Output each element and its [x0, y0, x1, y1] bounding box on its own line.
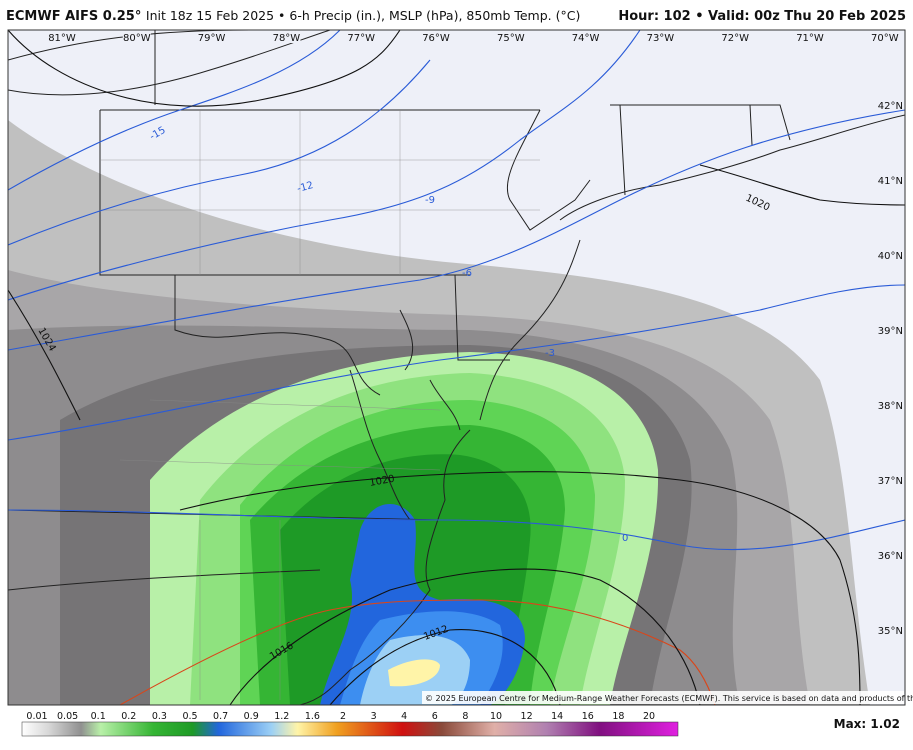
latitude-label: 41°N	[878, 176, 903, 187]
colorbar-label: 16	[582, 711, 594, 722]
latitude-label: 36°N	[878, 551, 903, 562]
colorbar-label: 20	[643, 711, 655, 722]
max-value: Max: 1.02	[834, 717, 900, 731]
longitude-label: 74°W	[572, 33, 600, 44]
longitude-label: 76°W	[422, 33, 450, 44]
latitude-label: 35°N	[878, 626, 903, 637]
colorbar-label: 1.2	[274, 711, 289, 722]
label-bg	[347, 32, 376, 43]
colorbar-label: 10	[490, 711, 502, 722]
label-bg	[422, 32, 450, 43]
temp-label: 0	[622, 533, 628, 544]
colorbar-label: 0.3	[152, 711, 167, 722]
longitude-label: 73°W	[647, 33, 675, 44]
colorbar-label: 2	[340, 711, 346, 722]
colorbar: 0.01 0.05 0.1 0.2 0.3 0.5 0.7 0.9 1.2 1.6 2 3 4 6 8 10 1…	[21, 711, 679, 737]
colorbar-label: 1.6	[305, 711, 320, 722]
map: -15 -12 -9 -6 -3 0 1024 1020 1020 1016 1…	[7, 29, 913, 706]
label-bg	[496, 32, 525, 43]
colorbar-label: 0.2	[121, 711, 136, 722]
temp-label: -6	[462, 268, 472, 279]
longitude-label: 81°W	[48, 33, 76, 44]
label-bg	[870, 32, 899, 43]
latitude-label: 40°N	[878, 251, 903, 262]
latitude-label: 38°N	[878, 401, 903, 412]
longitude-label: 72°W	[721, 33, 749, 44]
credit: © 2025 European Centre for Medium-Range …	[425, 694, 913, 703]
colorbar-label: 12	[521, 711, 533, 722]
longitude-label: 80°W	[123, 33, 151, 44]
header-title: ECMWF AIFS 0.25° Init 18z 15 Feb 2025 • …	[6, 8, 580, 24]
longitude-label: 70°W	[871, 33, 899, 44]
label-bg	[721, 32, 750, 43]
longitude-label: 71°W	[796, 33, 824, 44]
model-name: ECMWF AIFS 0.25°	[6, 9, 141, 24]
colorbar-label: 0.01	[26, 711, 47, 722]
colorbar-label: 18	[612, 711, 624, 722]
temp-label: -9	[425, 195, 435, 206]
longitude-label: 77°W	[347, 33, 375, 44]
longitude-label: 79°W	[198, 33, 226, 44]
latitude-label: 42°N	[878, 101, 903, 112]
label-bg	[646, 32, 675, 43]
label-bg	[272, 32, 301, 43]
colorbar-label: 0.1	[91, 711, 106, 722]
colorbar-label: 0.7	[213, 711, 228, 722]
colorbar-label: 8	[462, 711, 468, 722]
temp-label: -12	[296, 180, 315, 195]
longitude-label: 75°W	[497, 33, 525, 44]
latitude-label: 39°N	[878, 326, 903, 337]
label-bg	[571, 32, 600, 43]
label-bg	[48, 32, 76, 43]
valid-time: Hour: 102 • Valid: 00z Thu 20 Feb 2025	[618, 9, 906, 24]
colorbar-label: 6	[432, 711, 438, 722]
longitude-label: 78°W	[273, 33, 301, 44]
latitude-label: 37°N	[878, 476, 903, 487]
temp-label: -3	[545, 348, 555, 359]
colorbar-label: 0.9	[244, 711, 259, 722]
colorbar-label: 14	[551, 711, 563, 722]
colorbar-label: 0.5	[182, 711, 197, 722]
pressure-label: 1020	[369, 474, 396, 489]
colorbar-label: 4	[401, 711, 407, 722]
colorbar-label: 3	[371, 711, 377, 722]
label-bg	[796, 32, 824, 43]
label-bg	[122, 32, 151, 43]
colorbar-label: 0.05	[57, 711, 78, 722]
label-bg	[197, 32, 226, 43]
product: Init 18z 15 Feb 2025 • 6-h Precip (in.),…	[146, 8, 580, 23]
